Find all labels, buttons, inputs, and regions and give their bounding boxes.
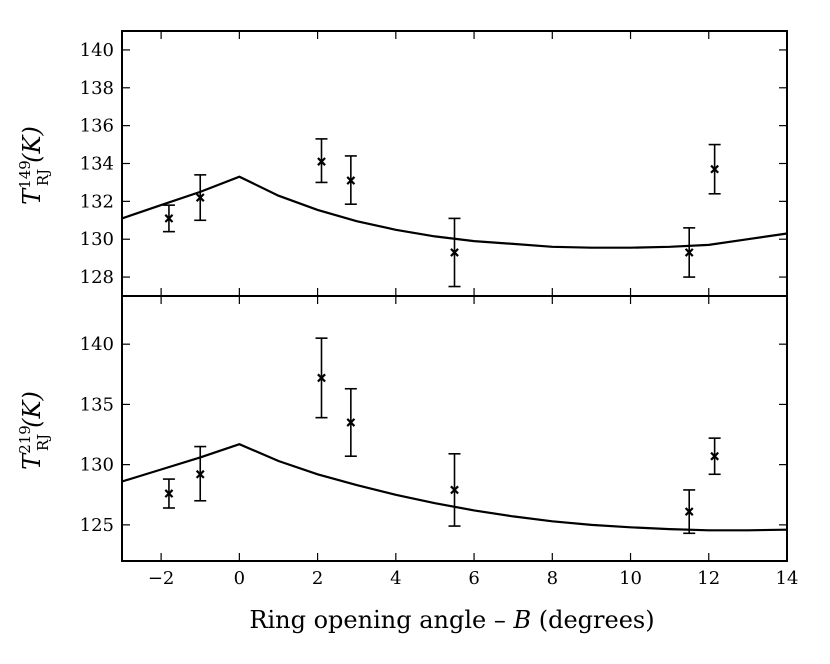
data-point: [162, 204, 175, 233]
x-marker: [317, 157, 326, 166]
x-marker: [164, 214, 174, 223]
top-y-ticks: 128 130 132 134 136 138 140: [80, 40, 787, 288]
y-tick-label: 125: [80, 515, 114, 536]
x-marker: [710, 164, 720, 174]
x-axis-label-variable: B: [512, 606, 531, 634]
x-marker: [195, 193, 205, 202]
top-panel: 128 130 132 134 136 138 140 T149RJ (K): [16, 30, 788, 297]
y-tick-label: 135: [80, 394, 114, 415]
data-point: [683, 227, 696, 278]
y-label-subscript: RJ: [34, 434, 52, 451]
x-tick-label: 6: [468, 568, 479, 589]
y-tick-label: 134: [80, 154, 114, 175]
data-point: [683, 489, 696, 535]
x-marker: [317, 373, 326, 383]
y-tick-label: 138: [80, 78, 114, 99]
top-y-axis-label: T149RJ (K): [16, 126, 52, 205]
bottom-data-points: [162, 337, 721, 535]
x-axis-label-suffix: (degrees): [531, 606, 654, 634]
y-label-base: T: [18, 187, 46, 205]
y-tick-label: 140: [80, 40, 114, 61]
data-point: [344, 387, 357, 458]
bottom-x-ticks: [160, 296, 788, 561]
y-tick-label: 136: [80, 116, 114, 137]
data-point: [448, 217, 461, 288]
x-tick-label: 14: [776, 568, 799, 589]
bottom-y-axis-label: T219RJ (K): [16, 391, 52, 470]
top-x-ticks: [160, 31, 788, 296]
x-tick-label: 4: [390, 568, 401, 589]
x-tick-label: 2: [312, 568, 323, 589]
x-marker: [450, 248, 459, 257]
x-tick-label: 0: [234, 568, 245, 589]
y-label-argument: (K): [18, 391, 46, 428]
x-axis-label-prefix: Ring opening angle –: [249, 606, 513, 634]
data-point: [194, 445, 207, 502]
x-tick-label: 12: [697, 568, 720, 589]
y-tick-label: 128: [80, 267, 114, 288]
y-label-base: T: [18, 452, 46, 470]
data-point: [708, 143, 721, 195]
bottom-panel: 125 130 135 140 T219RJ (K): [16, 295, 788, 562]
data-point: [194, 174, 207, 222]
x-tick-label: 8: [547, 568, 558, 589]
x-tick-labels: −2 0 2 4 6 8 10 12 14: [148, 568, 799, 589]
x-marker: [346, 418, 356, 427]
y-label-subscript: RJ: [34, 169, 52, 186]
y-label-superscript: 219: [16, 425, 34, 454]
top-data-points: [162, 138, 721, 288]
x-marker: [684, 248, 694, 257]
x-marker: [195, 469, 205, 479]
bottom-y-ticks: 125 130 135 140: [80, 334, 787, 536]
data-point: [448, 452, 461, 527]
x-marker: [346, 176, 356, 185]
data-point: [344, 155, 357, 205]
data-point: [708, 437, 721, 476]
y-label-superscript: 149: [16, 160, 34, 189]
x-axis-label: Ring opening angle – B (degrees): [249, 606, 654, 634]
data-point: [315, 138, 328, 184]
data-point: [162, 478, 175, 509]
bottom-plot-frame: [121, 295, 788, 562]
y-tick-label: 132: [80, 191, 114, 212]
data-point: [315, 337, 328, 419]
x-tick-label: −2: [148, 568, 175, 589]
x-tick-label: 10: [619, 568, 642, 589]
x-marker: [164, 489, 174, 498]
y-tick-label: 140: [80, 334, 114, 355]
y-label-argument: (K): [18, 126, 46, 163]
x-marker: [684, 507, 694, 516]
x-marker: [450, 485, 459, 495]
x-marker: [710, 451, 720, 461]
y-tick-label: 130: [80, 455, 114, 476]
y-tick-label: 130: [80, 229, 114, 250]
